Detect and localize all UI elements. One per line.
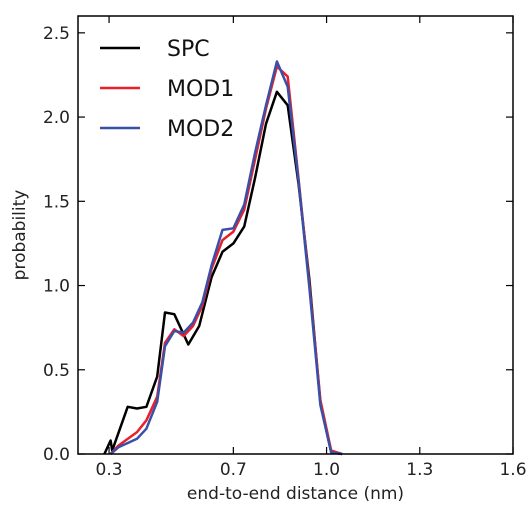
y-tick-label: 0.5 [43, 361, 70, 381]
legend-label-mod2: MOD2 [167, 117, 234, 142]
x-tick-label: 1.6 [499, 460, 526, 480]
x-tick-label: 1.3 [406, 460, 433, 480]
y-tick-label: 1.5 [43, 192, 70, 212]
series-line-spc [103, 90, 343, 456]
legend-label-spc: SPC [167, 37, 210, 62]
x-tick-label: 1.0 [313, 460, 340, 480]
x-axis-label: end-to-end distance (nm) [187, 484, 404, 504]
x-tick-label: 0.7 [220, 460, 247, 480]
y-tick-label: 0.0 [43, 445, 70, 465]
y-tick-label: 2.5 [43, 24, 70, 44]
x-tick-label: 0.3 [96, 460, 123, 480]
legend-label-mod1: MOD1 [167, 77, 234, 102]
plot-frame [77, 15, 514, 455]
plot-lines [103, 60, 343, 456]
legend: SPC MOD1 MOD2 [100, 37, 234, 142]
axis-ticks [78, 16, 514, 455]
y-tick-label: 2.0 [43, 108, 70, 128]
series-line-mod2 [109, 60, 343, 456]
y-axis-label: probability [10, 190, 30, 281]
y-tick-label: 1.0 [43, 277, 70, 297]
axis-tick-labels: 0.3 0.7 1.0 1.3 1.6 0.0 0.5 1.0 1.5 2.0 2.5 [43, 24, 527, 480]
